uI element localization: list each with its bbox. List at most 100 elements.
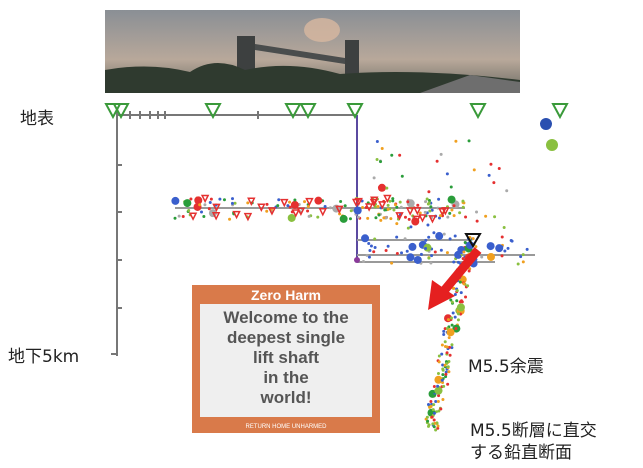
hypocenter — [458, 254, 461, 257]
hypocenter — [379, 160, 382, 163]
hypocenter — [432, 231, 435, 234]
hypocenter — [480, 256, 483, 259]
hypocenter — [407, 227, 410, 230]
hypocenter — [455, 299, 458, 302]
hypocenter — [546, 139, 558, 151]
hypocenter — [277, 198, 280, 201]
hypocenter — [443, 233, 446, 236]
hypocenter — [398, 154, 401, 157]
sign-footer: RETURN HOME UNHARMED — [246, 424, 328, 430]
hypocenter — [489, 163, 492, 166]
hypocenter — [447, 370, 450, 373]
hypocenter — [385, 249, 388, 252]
hypocenter — [231, 197, 234, 200]
hypocenter — [437, 424, 440, 427]
hypocenter — [454, 140, 457, 143]
hypocenter — [202, 215, 205, 218]
hypocenter — [399, 201, 402, 204]
hypocenter — [349, 217, 352, 220]
hypocenter — [458, 211, 461, 214]
hypocenter — [441, 367, 444, 370]
hypocenter — [475, 210, 478, 213]
section-label: する鉛直断面 — [470, 443, 572, 463]
hypocenter — [487, 242, 495, 250]
sign-line: in the — [263, 368, 308, 387]
hypocenter — [340, 215, 348, 223]
hypocenter — [210, 198, 213, 201]
hypocenter — [428, 202, 431, 205]
hypocenter — [354, 257, 360, 263]
hypocenter — [434, 251, 437, 254]
sign-line: Welcome to the — [223, 308, 348, 327]
hypocenter — [431, 416, 434, 419]
hypocenter — [288, 214, 296, 222]
hypocenter — [444, 364, 447, 367]
hypocenter — [441, 373, 444, 376]
hypocenter — [472, 237, 475, 240]
hypocenter — [396, 252, 399, 255]
hypocenter — [444, 373, 447, 376]
hypocenter — [427, 190, 430, 193]
hypocenter — [427, 257, 430, 260]
hypocenter — [448, 336, 451, 339]
hypocenter — [431, 422, 434, 425]
hypocenter — [198, 203, 201, 206]
station — [281, 200, 287, 206]
hypocenter — [446, 216, 449, 219]
hypocenter — [440, 353, 443, 356]
hypocenter — [453, 204, 456, 207]
hypocenter — [209, 201, 212, 204]
hypocenter — [493, 215, 496, 218]
hypocenter — [373, 176, 376, 179]
hypocenter — [378, 184, 386, 192]
hypocenter — [505, 189, 508, 192]
hypocenter — [357, 216, 360, 219]
hypocenter — [174, 217, 177, 220]
hypocenter — [526, 248, 529, 251]
hypocenter — [429, 400, 432, 403]
hypocenter — [433, 425, 436, 428]
hypocenter — [434, 400, 437, 403]
hypocenter — [367, 242, 370, 245]
hypocenter — [228, 218, 231, 221]
hypocenter — [368, 249, 371, 252]
hypocenter — [374, 246, 377, 249]
hypocenter — [432, 408, 435, 411]
hypocenter — [468, 139, 471, 142]
hypocenter — [288, 201, 291, 204]
hypocenter — [454, 316, 457, 319]
hypocenter — [487, 253, 495, 261]
hypocenter — [452, 260, 455, 263]
hypocenter — [381, 147, 384, 150]
hypocenter — [373, 238, 376, 241]
hypocenter — [519, 255, 522, 258]
hypocenter — [324, 205, 327, 208]
hypocenter — [437, 198, 440, 201]
hypocenter — [426, 416, 429, 419]
hypocenter — [488, 174, 491, 177]
hypocenter — [435, 232, 443, 240]
hypocenter — [377, 205, 380, 208]
hypocenter — [540, 118, 552, 130]
sign-line: lift shaft — [253, 348, 319, 367]
hypocenter — [394, 203, 397, 206]
hypocenter — [450, 209, 453, 212]
hypocenter — [424, 239, 427, 242]
hypocenter — [438, 354, 441, 357]
hypocenter — [446, 351, 449, 354]
hypocenter — [208, 207, 211, 210]
hypocenter — [446, 251, 449, 254]
hypocenter — [416, 204, 419, 207]
station — [190, 213, 196, 219]
hypocenter — [451, 301, 454, 304]
hypocenter — [459, 281, 462, 284]
hypocenter — [427, 403, 430, 406]
hypocenter — [501, 235, 504, 238]
hypocenter — [462, 282, 465, 285]
hypocenter — [441, 379, 444, 382]
hypocenter — [231, 202, 234, 205]
hypocenter — [406, 200, 409, 203]
hypocenter — [436, 385, 439, 388]
aftershock-label: M5.5余震 — [468, 357, 544, 377]
hypocenter — [440, 249, 443, 252]
